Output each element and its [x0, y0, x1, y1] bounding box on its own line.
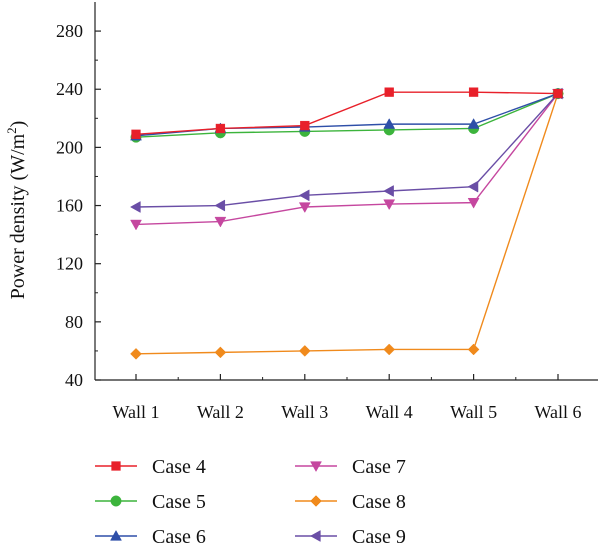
legend-item: Case 5	[95, 491, 206, 513]
data-point	[129, 201, 141, 213]
data-point	[468, 87, 479, 97]
x-tick-label: Wall 1	[112, 402, 159, 422]
data-point	[214, 199, 226, 212]
data-point	[298, 202, 311, 214]
y-tick-label: 160	[56, 196, 83, 216]
x-tick-label: Wall 4	[366, 402, 413, 422]
data-point	[383, 343, 396, 356]
data-point	[130, 347, 142, 360]
y-tick-label: 240	[56, 79, 83, 99]
data-point	[298, 189, 310, 202]
data-point	[467, 118, 480, 129]
series-case-4	[131, 87, 563, 139]
data-point	[298, 345, 311, 357]
axes	[94, 2, 598, 381]
x-tick-label: Wall 3	[281, 402, 328, 422]
legend-label: Case 8	[352, 491, 406, 513]
y-tick-label: 40	[65, 370, 83, 390]
legend-marker	[110, 529, 122, 541]
data-point	[553, 88, 563, 99]
legend-marker	[111, 461, 121, 471]
legend-item: Case 9	[295, 526, 406, 548]
x-tick-label: Wall 2	[197, 402, 244, 422]
y-tick-label: 200	[56, 137, 83, 157]
y-axis-ticks: 40 80 120 160 200 240 280	[56, 21, 101, 390]
legend-item: Case 6	[95, 526, 206, 548]
legend-item: Case 8	[295, 491, 406, 513]
data-point	[383, 199, 396, 211]
y-tick-label: 280	[56, 21, 83, 41]
series-case-7	[130, 88, 564, 231]
series-case-6	[130, 87, 564, 141]
series-layer	[129, 87, 564, 360]
legend-item: Case 4	[95, 456, 206, 478]
data-point	[300, 120, 310, 131]
legend-item: Case 7	[295, 456, 406, 478]
legend-label: Case 9	[352, 526, 406, 548]
legend-label: Case 6	[152, 526, 206, 548]
x-axis-ticks: Wall 1 Wall 2 Wall 3 Wall 4 Wall 5 Wall 6	[112, 374, 582, 422]
data-point	[130, 219, 142, 231]
series-case-8	[130, 87, 564, 360]
legend-marker	[309, 530, 321, 542]
data-point	[215, 123, 226, 134]
y-tick-label: 120	[56, 254, 83, 274]
data-point	[214, 346, 227, 359]
legend-label: Case 7	[352, 456, 406, 478]
data-point	[383, 118, 396, 129]
legend-marker	[310, 495, 322, 507]
y-tick-label: 80	[65, 312, 83, 332]
series-line	[135, 93, 559, 208]
series-line	[135, 93, 559, 226]
legend: Case 4 Case 5 Case 6 Case 7 Case 8 Case 9	[95, 456, 406, 548]
y-axis-label: Power density (W/m2)	[4, 121, 29, 300]
legend-marker	[310, 461, 322, 473]
series-case-9	[129, 87, 563, 213]
legend-marker	[110, 495, 122, 507]
legend-label: Case 5	[152, 491, 206, 513]
x-tick-label: Wall 5	[450, 402, 497, 422]
data-point	[383, 185, 394, 197]
data-point	[214, 216, 227, 228]
legend-label: Case 4	[152, 456, 206, 478]
data-point	[131, 129, 141, 139]
series-line	[135, 93, 559, 355]
series-line	[135, 92, 559, 138]
data-point	[467, 197, 480, 209]
series-line	[135, 91, 559, 135]
x-tick-label: Wall 6	[534, 402, 581, 422]
data-point	[467, 180, 479, 193]
data-point	[467, 343, 480, 356]
data-point	[384, 87, 394, 97]
